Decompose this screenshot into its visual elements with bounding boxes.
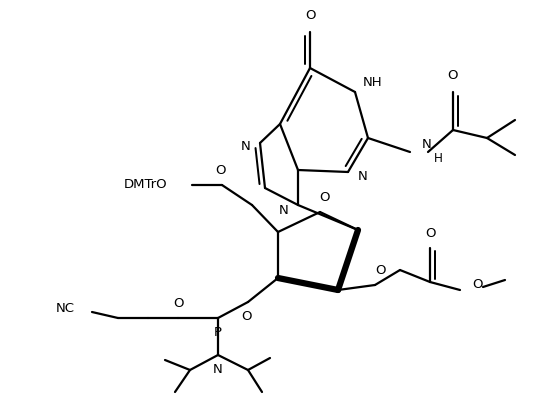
Text: O: O bbox=[375, 264, 385, 277]
Text: O: O bbox=[424, 227, 435, 240]
Text: O: O bbox=[172, 297, 183, 310]
Text: NC: NC bbox=[56, 302, 75, 314]
Text: O: O bbox=[241, 310, 251, 323]
Text: O: O bbox=[305, 9, 315, 22]
Text: O: O bbox=[448, 69, 458, 82]
Text: N: N bbox=[358, 169, 368, 183]
Text: O: O bbox=[320, 191, 330, 204]
Text: DMTrO: DMTrO bbox=[123, 178, 167, 191]
Text: H: H bbox=[434, 151, 443, 164]
Text: N: N bbox=[278, 203, 288, 216]
Text: P: P bbox=[214, 326, 222, 339]
Text: O: O bbox=[472, 278, 483, 292]
Text: NH: NH bbox=[363, 75, 382, 89]
Text: N: N bbox=[240, 139, 250, 153]
Text: N: N bbox=[213, 363, 223, 376]
Text: O: O bbox=[214, 164, 225, 177]
Text: N: N bbox=[422, 138, 432, 151]
